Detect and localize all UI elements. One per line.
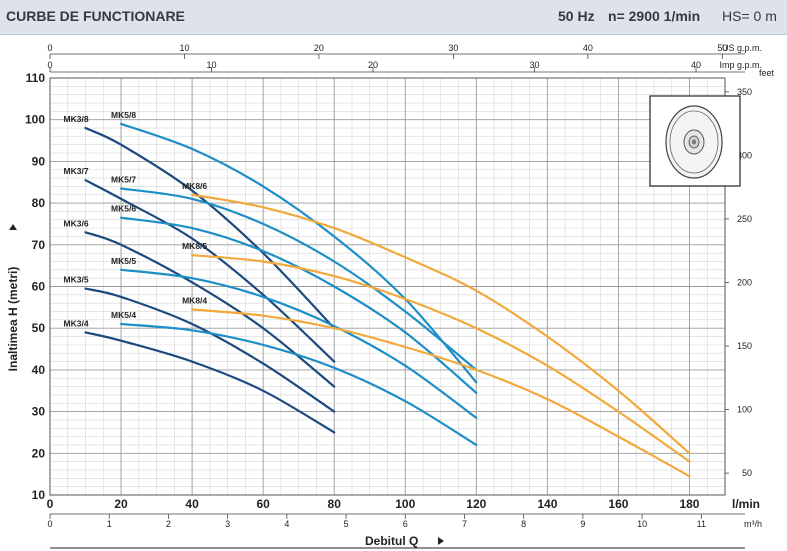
us-gpm-unit-label: US g.p.m. (722, 43, 762, 53)
series-line-mk5-4 (120, 322, 478, 447)
speed-label: n= 2900 1/min (608, 8, 701, 24)
series-line-mk5-8 (120, 122, 478, 384)
x-axis-label: Debitul Q (365, 534, 418, 548)
series-label-mk5-8: MK5/8 (111, 110, 136, 120)
series-label-mk5-7: MK5/7 (111, 175, 136, 185)
m3h-tick-label: 6 (403, 519, 408, 529)
feet-tick-label: 150 (737, 341, 752, 351)
chart-title: CURBE DE FUNCTIONARE (6, 8, 185, 24)
y-tick-label: 30 (32, 405, 46, 419)
m3h-tick-label: 9 (580, 519, 585, 529)
imp-gpm-tick-label: 40 (691, 60, 701, 70)
m3h-tick-label: 1 (107, 519, 112, 529)
feet-unit-label: feet (759, 68, 775, 78)
m3h-unit-label: m³/h (744, 519, 762, 529)
series-label-mk3-4: MK3/4 (64, 318, 89, 328)
imp-gpm-tick-label: 20 (368, 60, 378, 70)
y-tick-label: 110 (26, 71, 46, 85)
series-line-mk8-4 (191, 308, 691, 478)
y-tick-label: 70 (32, 238, 46, 252)
series-line-mk8-5 (191, 254, 691, 463)
x-tick-label: 40 (185, 497, 199, 511)
series-label-mk8-4: MK8/4 (182, 295, 207, 305)
series-label-mk8-6: MK8/6 (182, 181, 207, 191)
series-line-mk3-8 (84, 126, 336, 330)
axes: 0 20 40 60 80 100 120 140 160 180 l/min10203040506… (25, 43, 775, 529)
y-tick-label: 50 (32, 321, 46, 335)
frequency-label: 50 Hz (558, 8, 595, 24)
plot-frame (49, 77, 726, 496)
y-tick-label: 80 (32, 196, 46, 210)
imp-gpm-tick-label: 10 (206, 60, 216, 70)
y-tick-label: 40 (32, 363, 46, 377)
us-gpm-tick-label: 0 (47, 43, 52, 53)
m3h-tick-label: 5 (344, 519, 349, 529)
m3h-tick-label: 4 (284, 519, 289, 529)
series-label-mk5-6: MK5/6 (111, 204, 136, 214)
y-axis-arrow-icon (9, 224, 17, 230)
suction-height-label: HS= 0 m (722, 8, 777, 24)
y-tick-label: 100 (25, 113, 45, 127)
feet-tick-label: 250 (737, 214, 752, 224)
x-tick-label: 60 (256, 497, 270, 511)
series-label-mk5-5: MK5/5 (111, 256, 136, 266)
us-gpm-tick-label: 50 (717, 43, 727, 53)
feet-tick-label: 50 (742, 468, 752, 478)
m3h-tick-label: 0 (47, 519, 52, 529)
series-label-mk3-8: MK3/8 (64, 114, 89, 124)
x-axis-arrow-icon (438, 537, 444, 545)
series-line-mk3-5 (84, 287, 336, 413)
feet-tick-label: 350 (737, 87, 752, 97)
series-labels: MK3/8 MK3/7 MK3/6 MK3/5 MK3/4 MK5/8 MK5/7 MK5/6… (64, 110, 208, 328)
us-gpm-tick-label: 30 (448, 43, 458, 53)
series-line-mk8-6 (191, 193, 691, 455)
pump-impeller-icon (649, 95, 741, 187)
x-tick-label: 140 (537, 497, 557, 511)
feet-tick-label: 200 (737, 277, 752, 287)
us-gpm-tick-label: 40 (583, 43, 593, 53)
imp-gpm-unit-label: Imp g.p.m. (719, 60, 762, 70)
us-gpm-tick-label: 20 (314, 43, 324, 53)
y-axis-label: Inaltimea H (metri) (6, 267, 20, 372)
m3h-tick-label: 2 (166, 519, 171, 529)
m3h-tick-label: 11 (697, 519, 706, 529)
m3h-tick-label: 7 (462, 519, 467, 529)
series-label-mk3-7: MK3/7 (64, 166, 89, 176)
us-gpm-tick-label: 10 (179, 43, 189, 53)
feet-tick-label: 300 (737, 150, 752, 160)
x-tick-label: 0 (47, 497, 54, 511)
grid-major (49, 77, 725, 496)
feet-tick-label: 100 (737, 405, 752, 415)
series-line-mk3-6 (84, 231, 336, 388)
performance-chart: 0 20 40 60 80 100 120 140 160 180 l/min10203040506… (6, 43, 775, 549)
y-tick-label: 20 (32, 446, 46, 460)
series-line-mk5-6 (120, 216, 478, 394)
m3h-tick-label: 8 (521, 519, 526, 529)
series-label-mk3-5: MK3/5 (64, 275, 89, 285)
x-tick-label: 20 (114, 497, 128, 511)
chart-header: CURBE DE FUNCTIONARE 50 Hz n= 2900 1/min… (0, 0, 787, 35)
x-unit-label: l/min (732, 497, 760, 511)
series-line-mk5-5 (120, 268, 478, 419)
series-lines (84, 122, 691, 478)
y-tick-label: 10 (32, 488, 46, 502)
series-line-mk3-4 (84, 331, 336, 434)
series-label-mk8-5: MK8/5 (182, 241, 207, 251)
x-tick-label: 160 (608, 497, 628, 511)
imp-gpm-tick-label: 30 (530, 60, 540, 70)
m3h-tick-label: 3 (225, 519, 230, 529)
series-line-mk5-7 (120, 187, 478, 371)
x-tick-label: 180 (679, 497, 699, 511)
m3h-tick-label: 10 (637, 519, 647, 529)
series-label-mk3-6: MK3/6 (64, 218, 89, 228)
series-label-mk5-4: MK5/4 (111, 310, 136, 320)
y-tick-label: 60 (32, 280, 46, 294)
imp-gpm-tick-label: 0 (47, 60, 52, 70)
x-tick-label: 100 (395, 497, 415, 511)
x-tick-label: 120 (466, 497, 486, 511)
y-tick-label: 90 (32, 154, 46, 168)
x-tick-label: 80 (328, 497, 342, 511)
